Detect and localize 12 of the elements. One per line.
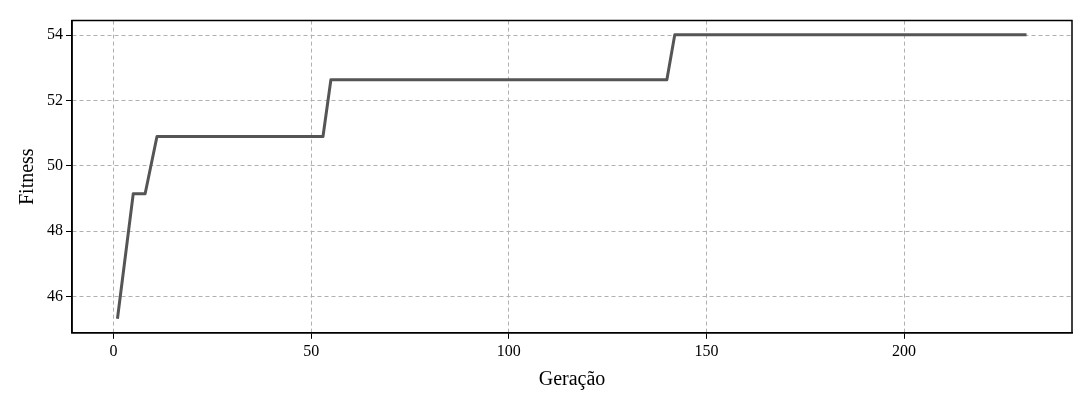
x-axis-title: Geração — [538, 367, 606, 391]
x-tick-label: 0 — [109, 341, 118, 359]
x-tick-label: 100 — [496, 341, 521, 359]
y-axis-title: Fitness — [15, 148, 38, 206]
y-tick-label: 48 — [47, 221, 63, 239]
x-tick-label: 200 — [892, 341, 917, 359]
y-tick-label: 46 — [47, 286, 63, 304]
x-tick-label: 50 — [303, 341, 320, 359]
y-tick-label: 52 — [47, 90, 63, 108]
y-tick-label: 50 — [47, 156, 63, 174]
x-tick-label: 150 — [694, 341, 719, 359]
y-tick-label: 54 — [47, 25, 63, 43]
